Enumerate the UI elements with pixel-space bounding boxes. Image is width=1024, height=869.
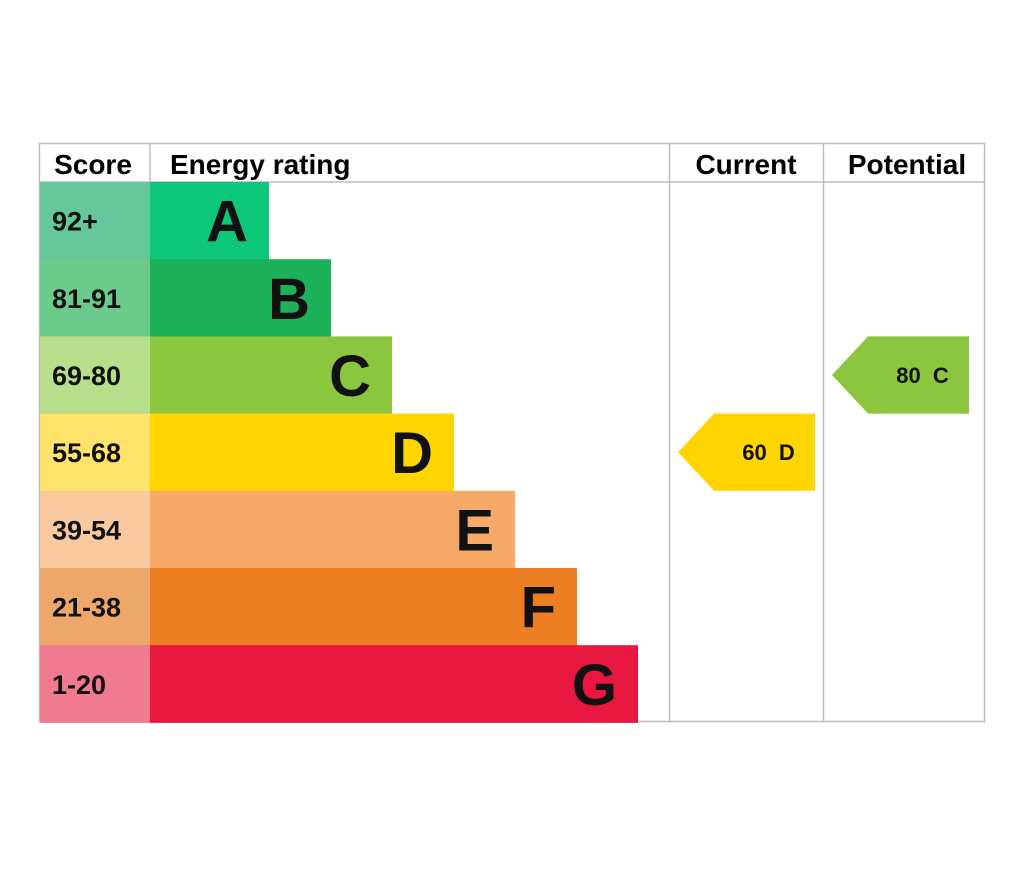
current-rating-value-label: 60 D bbox=[742, 440, 795, 465]
header-score: Score bbox=[54, 149, 132, 180]
rating-bands: 92+ A 81-91 B 69-80 C 55-68 D 39-54 E 21-38 F 1-20 G bbox=[40, 182, 638, 723]
band-letter-g: G bbox=[572, 653, 617, 718]
band-letter-a: A bbox=[206, 190, 248, 255]
score-label-b: 81-91 bbox=[52, 284, 121, 314]
score-cell-d bbox=[40, 413, 150, 492]
band-bar-g bbox=[150, 645, 638, 723]
band-letter-d: D bbox=[391, 421, 433, 486]
score-cell-a bbox=[40, 182, 150, 260]
score-cell-e bbox=[40, 490, 150, 569]
potential-rating-value-label: 80 C bbox=[896, 363, 949, 388]
score-label-g: 1-20 bbox=[52, 670, 106, 700]
band-bar-c bbox=[150, 336, 392, 415]
score-cell-g bbox=[40, 645, 150, 723]
band-letter-f: F bbox=[521, 576, 556, 641]
score-label-d: 55-68 bbox=[52, 438, 121, 468]
header-potential: Potential bbox=[848, 149, 966, 180]
header-current: Current bbox=[695, 149, 796, 180]
potential-rating-arrow bbox=[832, 336, 969, 414]
band-letter-c: C bbox=[329, 344, 371, 409]
score-label-f: 21-38 bbox=[52, 593, 121, 623]
band-letter-b: B bbox=[268, 267, 310, 332]
score-label-c: 69-80 bbox=[52, 361, 121, 391]
score-cell-c bbox=[40, 336, 150, 415]
score-cell-b bbox=[40, 259, 150, 337]
band-bar-f bbox=[150, 568, 577, 646]
band-bar-a bbox=[150, 182, 269, 260]
current-rating-arrow bbox=[678, 413, 815, 491]
rating-indicators: 60 D 80 C bbox=[678, 336, 969, 491]
score-label-a: 92+ bbox=[52, 207, 98, 237]
header-energy-rating: Energy rating bbox=[170, 149, 350, 180]
band-letter-e: E bbox=[455, 498, 494, 563]
band-bar-d bbox=[150, 413, 454, 492]
score-label-e: 39-54 bbox=[52, 515, 121, 545]
score-cell-f bbox=[40, 568, 150, 646]
band-bar-b bbox=[150, 259, 331, 337]
band-bar-e bbox=[150, 490, 515, 569]
